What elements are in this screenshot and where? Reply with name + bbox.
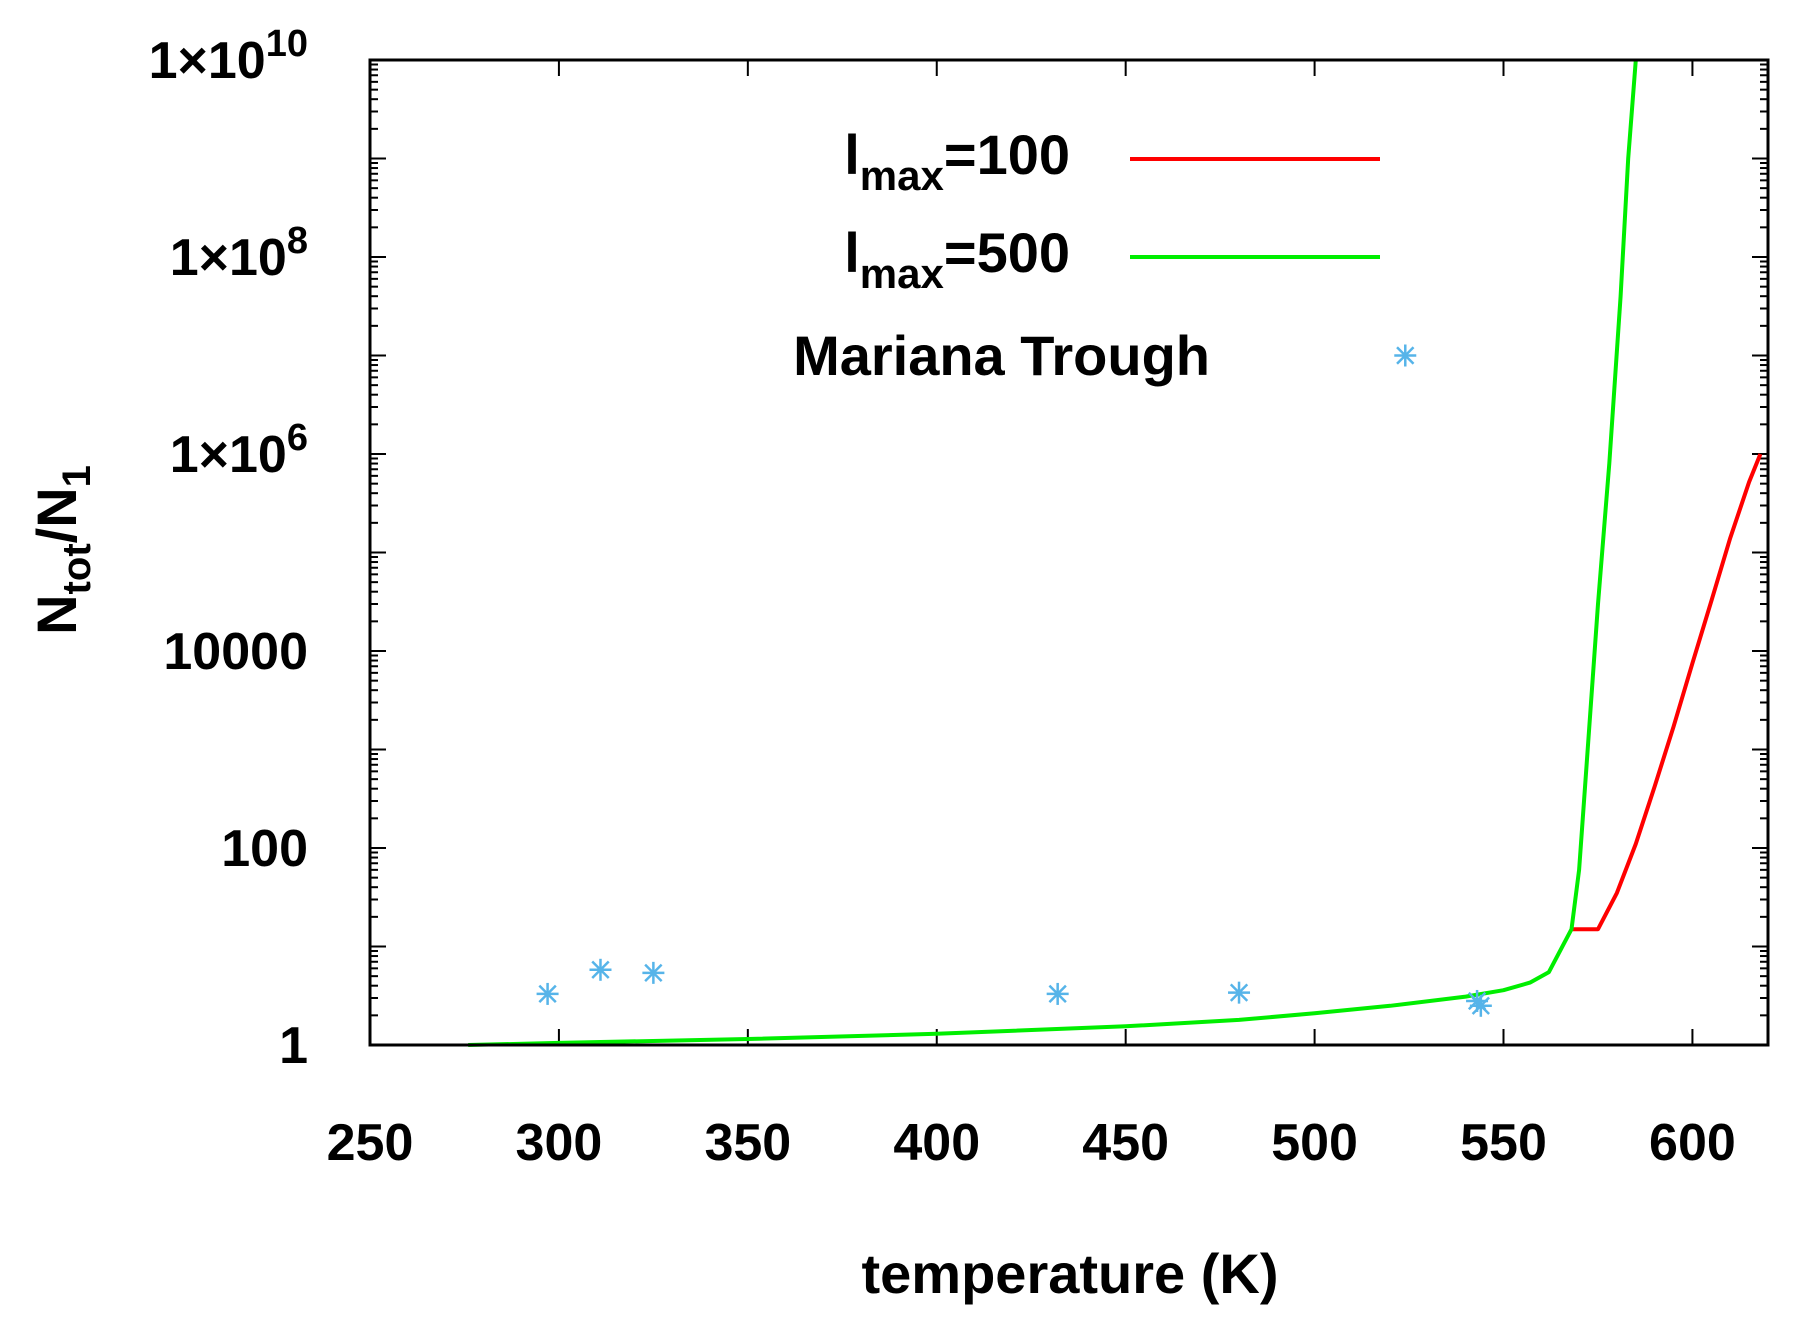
- marker-stroke: [1048, 984, 1067, 1004]
- marker-stroke: [1229, 983, 1249, 1002]
- marker-stroke: [538, 984, 557, 1004]
- marker-stroke: [1471, 996, 1490, 1015]
- x-tick-label: 400: [893, 1114, 980, 1172]
- data-point: [536, 982, 559, 1005]
- marker-stroke: [591, 960, 610, 979]
- y-tick-labels: 1 100 10000 1×106 1×108 1×1010: [149, 23, 308, 1075]
- x-tick-label: 300: [516, 1114, 603, 1172]
- legend-entry-mariana-trough: Mariana Trough: [793, 324, 1210, 387]
- x-axis-title: temperature (K): [862, 1242, 1279, 1305]
- y-tick-label: 10000: [163, 623, 308, 681]
- series-line-1: [468, 59, 1638, 1047]
- x-tick-label: 500: [1271, 1114, 1358, 1172]
- x-tick-label: 600: [1649, 1114, 1736, 1172]
- x-tick-labels: 250 300 350 400 450 500 550 600: [327, 1114, 1736, 1172]
- y-tick-label: 1: [279, 1017, 308, 1075]
- x-tick-label: 550: [1460, 1114, 1547, 1172]
- data-point: [1394, 344, 1417, 367]
- legend-entry-lmax-100: lmax=100: [844, 123, 1380, 199]
- legend-entry-lmax-500: lmax=500: [844, 221, 1380, 297]
- legend: lmax=100 lmax=500 Mariana Trough: [793, 123, 1380, 387]
- data-point: [642, 961, 665, 984]
- legend-label-lmax-500: lmax=500: [844, 221, 1070, 297]
- marker-stroke: [1396, 346, 1415, 365]
- series-points-2: [536, 344, 1492, 1017]
- y-axis-title: Ntot/N1: [25, 465, 99, 635]
- y-tick-label: 1×106: [170, 417, 308, 484]
- x-tick-label: 250: [327, 1114, 414, 1172]
- plot-frame: [368, 58, 1770, 1047]
- plot-series: [468, 59, 1763, 1047]
- data-point: [1046, 982, 1069, 1005]
- data-point: [1228, 981, 1251, 1004]
- x-tick-label: 450: [1082, 1114, 1169, 1172]
- y-tick-label: 1×108: [170, 220, 308, 287]
- tick-marks: [369, 59, 1768, 1046]
- data-point: [589, 958, 612, 981]
- series-line-0: [1571, 453, 1763, 932]
- legend-label-lmax-100: lmax=100: [844, 123, 1070, 199]
- y-tick-label: 100: [221, 820, 308, 878]
- data-point: [1469, 994, 1492, 1017]
- marker-stroke: [644, 963, 663, 982]
- y-tick-label: 1×1010: [149, 23, 308, 90]
- x-tick-label: 350: [704, 1114, 791, 1172]
- legend-label-mariana-trough: Mariana Trough: [793, 324, 1210, 387]
